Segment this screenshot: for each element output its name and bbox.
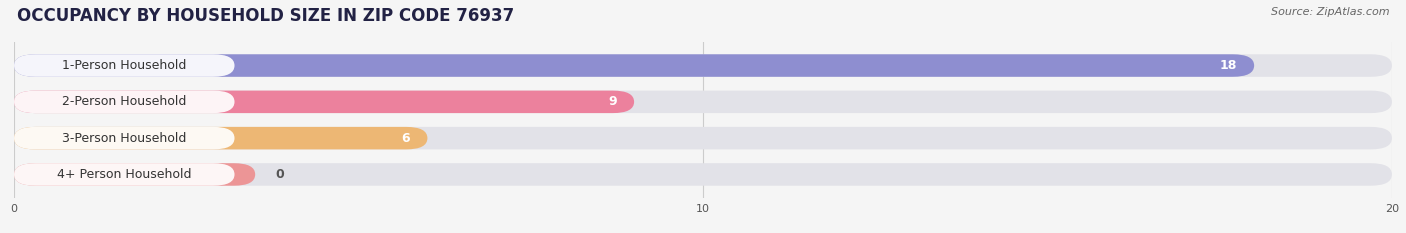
- FancyBboxPatch shape: [14, 127, 235, 149]
- FancyBboxPatch shape: [14, 91, 235, 113]
- FancyBboxPatch shape: [14, 54, 1392, 77]
- FancyBboxPatch shape: [14, 54, 235, 77]
- FancyBboxPatch shape: [14, 91, 634, 113]
- Text: 1-Person Household: 1-Person Household: [62, 59, 187, 72]
- Text: 3-Person Household: 3-Person Household: [62, 132, 187, 145]
- Text: 6: 6: [402, 132, 411, 145]
- Text: 0: 0: [276, 168, 284, 181]
- FancyBboxPatch shape: [14, 163, 256, 186]
- Text: 4+ Person Household: 4+ Person Household: [58, 168, 191, 181]
- Text: 18: 18: [1219, 59, 1237, 72]
- Text: 9: 9: [609, 95, 617, 108]
- FancyBboxPatch shape: [14, 54, 1254, 77]
- Text: Source: ZipAtlas.com: Source: ZipAtlas.com: [1271, 7, 1389, 17]
- Text: OCCUPANCY BY HOUSEHOLD SIZE IN ZIP CODE 76937: OCCUPANCY BY HOUSEHOLD SIZE IN ZIP CODE …: [17, 7, 515, 25]
- FancyBboxPatch shape: [14, 91, 1392, 113]
- FancyBboxPatch shape: [14, 163, 235, 186]
- FancyBboxPatch shape: [14, 163, 1392, 186]
- Text: 2-Person Household: 2-Person Household: [62, 95, 187, 108]
- FancyBboxPatch shape: [14, 127, 1392, 149]
- FancyBboxPatch shape: [14, 127, 427, 149]
